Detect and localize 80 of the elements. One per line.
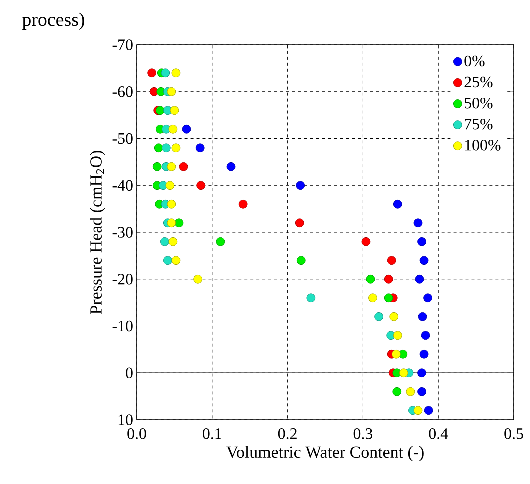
x-tick-label: 0.0 [128, 428, 146, 440]
point [162, 144, 171, 153]
point [168, 124, 178, 134]
point [418, 312, 428, 322]
legend-label: 25% [464, 76, 493, 88]
x-tick-label: 0.2 [278, 428, 297, 440]
point [196, 144, 205, 153]
point [148, 68, 157, 78]
point [167, 200, 176, 209]
point [170, 106, 180, 116]
point [366, 274, 376, 284]
y-tick-label: -50 [112, 133, 133, 144]
point [374, 312, 384, 322]
y-tick-label: -70 [112, 40, 133, 50]
point [368, 294, 378, 303]
point [168, 237, 178, 246]
x-tick-label: 0.4 [429, 428, 448, 440]
point [167, 162, 176, 172]
point [393, 331, 402, 340]
point [172, 144, 181, 153]
point [387, 256, 396, 266]
x-tick-label: 0.1 [203, 428, 222, 440]
y-tick-label: -30 [112, 227, 133, 238]
point [182, 124, 192, 134]
point [362, 237, 371, 246]
point [296, 256, 306, 266]
legend-label: 100% [465, 140, 501, 151]
point [172, 68, 181, 78]
point [418, 368, 426, 378]
point [392, 350, 401, 359]
point [194, 274, 203, 284]
legend-label: 75% [465, 119, 493, 130]
point [421, 331, 430, 340]
y-tick-label: -20 [112, 274, 133, 285]
y-tick-label: -10 [112, 320, 133, 332]
legend-label: 50% [465, 98, 493, 109]
point [296, 181, 306, 190]
point [166, 181, 175, 190]
y-tick-label: -60 [112, 86, 133, 98]
point [152, 162, 162, 172]
x-tick-label: 0.3 [354, 428, 373, 440]
point [167, 218, 176, 228]
point [226, 162, 236, 172]
point [179, 162, 188, 172]
point [238, 200, 248, 209]
point [393, 200, 402, 209]
point [384, 294, 394, 303]
point [420, 350, 429, 359]
point [167, 87, 176, 96]
point [415, 274, 424, 284]
point [196, 181, 206, 190]
point [424, 406, 434, 416]
x-axis-title: Volumetric Water Content (-) [226, 446, 424, 462]
point [414, 218, 423, 228]
x-tick-label: 0.5 [504, 428, 524, 440]
legend-label: 0% [464, 56, 485, 67]
point [420, 256, 429, 266]
point [295, 218, 304, 228]
point [163, 256, 172, 266]
point [418, 237, 426, 246]
point [424, 294, 432, 303]
point [154, 144, 164, 153]
point [306, 294, 316, 303]
y-axis-title: Pressure Head (cmH$_{2}$O) [90, 151, 106, 314]
point [172, 256, 181, 266]
point [174, 218, 184, 228]
point [392, 387, 402, 396]
point [390, 312, 399, 322]
point [418, 387, 426, 396]
point [384, 274, 394, 284]
point [216, 237, 226, 246]
chart-title: process) [22, 12, 84, 30]
point [414, 406, 423, 416]
y-tick-label: -40 [112, 180, 133, 192]
y-tick-label: 10 [118, 414, 133, 426]
point [161, 68, 170, 78]
y-tick-label: 0 [126, 368, 133, 379]
point [406, 387, 416, 396]
point [160, 237, 170, 246]
point [399, 368, 408, 378]
